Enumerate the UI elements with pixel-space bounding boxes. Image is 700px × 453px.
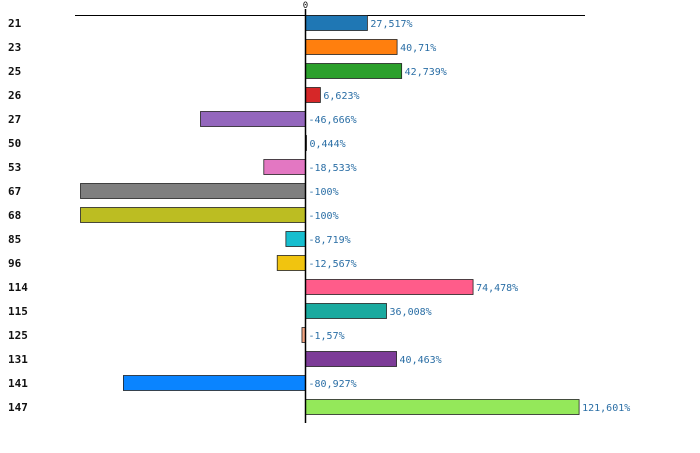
value-label: 0,444% [309, 139, 345, 150]
value-label: 36,008% [390, 307, 432, 318]
category-label: 23 [8, 41, 21, 54]
bar [80, 183, 306, 199]
value-label: -46,666% [309, 115, 357, 126]
value-label: -8,719% [309, 235, 351, 246]
category-label: 26 [8, 89, 22, 102]
bar [305, 63, 403, 79]
category-label: 125 [8, 329, 28, 342]
value-label: -100% [309, 187, 339, 198]
bar [305, 399, 580, 415]
bars-group: 21 27,517% 23 40,71% 25 42,739% 26 6,623% 27 -46,… [8, 15, 630, 415]
category-label: 25 [8, 65, 21, 78]
bar [305, 351, 397, 367]
category-label: 53 [8, 161, 21, 174]
bar [80, 207, 306, 223]
value-label: -100% [309, 211, 339, 222]
category-label: 147 [8, 401, 28, 414]
bar [263, 159, 306, 175]
value-label: 121,601% [582, 403, 630, 414]
bar [305, 87, 321, 103]
x-tick-label-zero: 0 [303, 1, 308, 11]
bar [123, 375, 306, 391]
value-label: -18,533% [309, 163, 357, 174]
bar [276, 255, 306, 271]
bar [305, 303, 387, 319]
category-label: 68 [8, 209, 21, 222]
category-label: 85 [8, 233, 21, 246]
category-label: 141 [8, 377, 28, 390]
category-label: 27 [8, 113, 21, 126]
category-label: 21 [8, 17, 22, 30]
value-label: 6,623% [323, 91, 359, 102]
bar [305, 279, 474, 295]
value-label: 40,463% [400, 355, 442, 366]
value-label: -80,927% [309, 379, 357, 390]
value-label: 74,478% [476, 283, 518, 294]
value-label: 42,739% [405, 67, 447, 78]
value-label: -12,567% [309, 259, 357, 270]
bar [305, 39, 398, 55]
bar [305, 15, 368, 31]
value-label: -1,57% [309, 331, 345, 342]
bar [200, 111, 306, 127]
category-label: 96 [8, 257, 22, 270]
category-label: 67 [8, 185, 21, 198]
category-label: 50 [8, 137, 21, 150]
category-label: 114 [8, 281, 28, 294]
category-label: 131 [8, 353, 28, 366]
bar [285, 231, 306, 247]
value-label: 27,517% [370, 19, 412, 30]
value-label: 40,71% [400, 43, 436, 54]
category-label: 115 [8, 305, 28, 318]
